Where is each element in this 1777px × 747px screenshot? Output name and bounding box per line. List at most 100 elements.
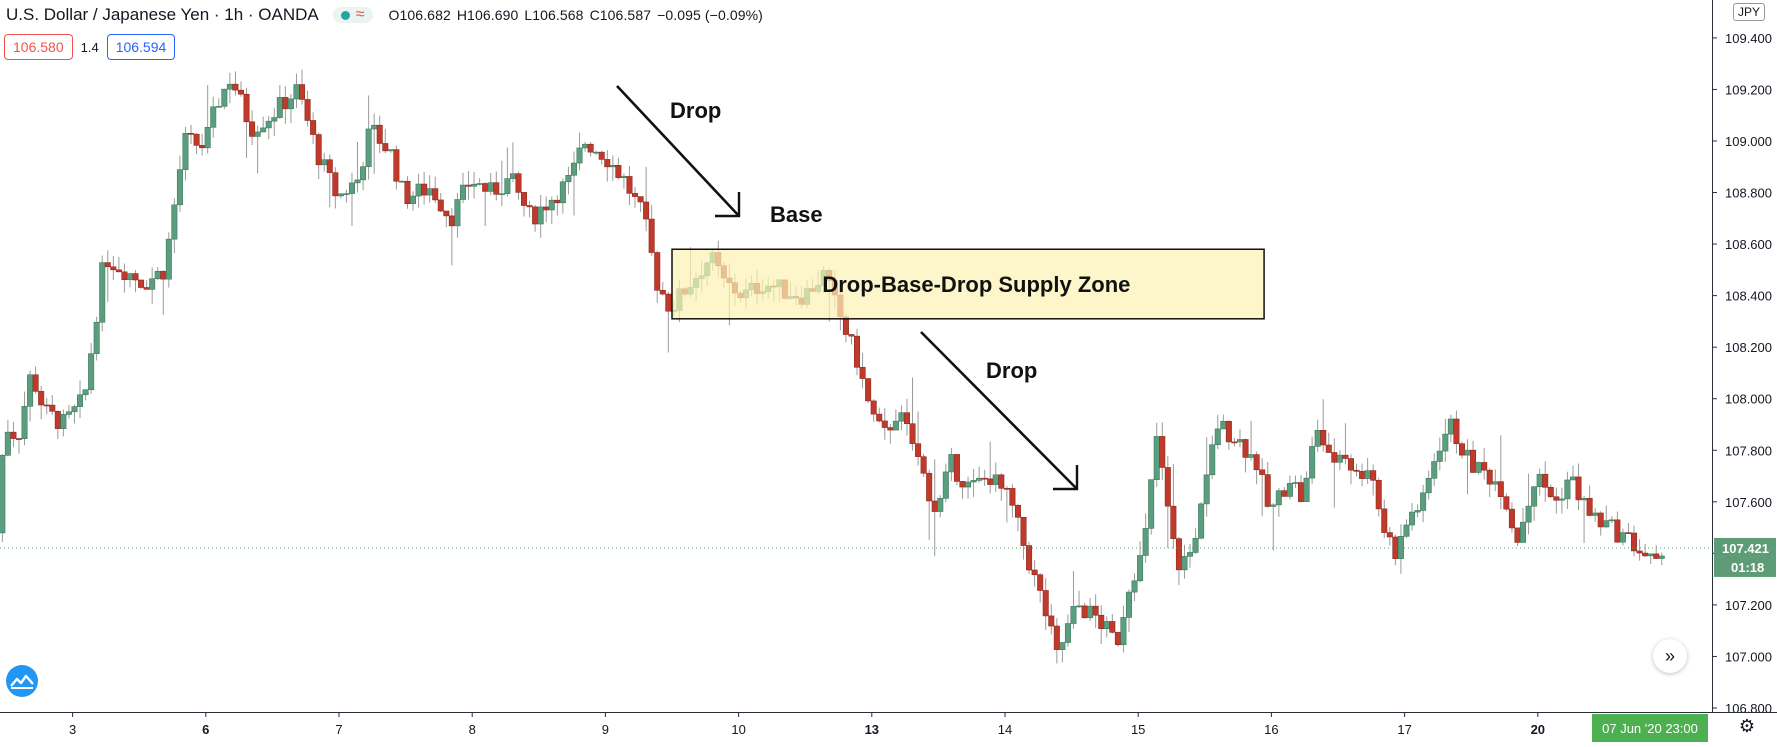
candle-down (665, 293, 672, 312)
candle-up (149, 278, 156, 290)
candle-down (1042, 590, 1049, 617)
candle-up (1569, 476, 1576, 481)
candle-down (887, 427, 894, 431)
candle-up (1203, 474, 1210, 505)
candle-up (60, 414, 67, 429)
candle-down (160, 270, 167, 280)
candle-up (942, 471, 949, 499)
candle-up (1142, 528, 1149, 556)
time-axis[interactable]: 3 6 7 8 9 10 13 14 15 16 17 20 07 Jun '20 23:00 (0, 712, 1777, 742)
candle-down (1386, 532, 1393, 538)
candle-down (648, 218, 655, 253)
candle-up (0, 454, 6, 534)
market-status-badge[interactable]: ≈ (332, 6, 373, 23)
candle-down (299, 84, 306, 100)
base-label: Base (770, 202, 823, 227)
candle-down (437, 199, 444, 212)
candle-up (1120, 617, 1127, 646)
candle-down (249, 121, 256, 137)
candle-down (1298, 482, 1305, 502)
candle-down (1359, 471, 1366, 479)
candle-down (1026, 545, 1033, 571)
candle-up (1137, 555, 1144, 582)
candle-up (487, 182, 494, 192)
candle-up (1619, 532, 1626, 543)
time-tick-label: 8 (469, 722, 476, 737)
candle-down (515, 173, 522, 193)
candle-up (992, 474, 999, 485)
candle-down (1259, 469, 1266, 475)
candle-up (171, 204, 178, 240)
drop-label-1: Drop (670, 98, 721, 123)
currency-label[interactable]: JPY (1732, 3, 1765, 21)
candle-up (27, 374, 34, 407)
candle-up (215, 106, 222, 108)
candle-down (1503, 496, 1510, 510)
candle-down (1175, 538, 1182, 571)
drop-arrow-1-head (715, 192, 741, 218)
candle-down (376, 124, 383, 144)
candle-up (1309, 446, 1316, 479)
symbol-title[interactable]: U.S. Dollar / Japanese Yen · 1h · OANDA (6, 5, 319, 24)
candle-up (1270, 504, 1277, 507)
candle-down (959, 481, 966, 488)
candle-down (382, 143, 389, 152)
candle-up (4, 431, 11, 456)
candle-down (1514, 527, 1521, 543)
candle-up (1209, 444, 1216, 476)
candle-up (1364, 470, 1371, 479)
candle-up (1608, 519, 1615, 522)
candle-up (1403, 524, 1410, 537)
candle-down (493, 182, 500, 195)
wave-icon: ≈ (355, 6, 365, 23)
candle-down (554, 199, 561, 204)
logo-icon (10, 674, 34, 689)
candle-down (931, 500, 938, 512)
candle-up (1603, 520, 1610, 528)
candle-up (1236, 439, 1243, 443)
drop-arrow-2 (920, 331, 1078, 490)
candle-up (892, 420, 899, 431)
candle-down (659, 289, 666, 295)
candle-up (965, 481, 972, 488)
candle-down (393, 149, 400, 182)
candle-down (1092, 605, 1099, 616)
spread-value: 1.4 (80, 39, 99, 55)
candle-down (532, 206, 539, 225)
scroll-to-realtime-button[interactable]: » (1653, 639, 1687, 673)
candle-up (221, 88, 228, 107)
candle-down (138, 279, 145, 288)
last-price-badge (1714, 537, 1776, 558)
candle-up (970, 480, 977, 483)
candle-down (1353, 469, 1360, 472)
candle-up (504, 178, 511, 195)
time-tick-label: 13 (865, 722, 879, 737)
candle-down (310, 120, 317, 135)
candle-down (1653, 553, 1660, 559)
tradingview-logo[interactable] (6, 665, 38, 697)
buy-button[interactable]: 106.594 (106, 34, 176, 60)
candle-down (881, 420, 888, 428)
candle-down (1342, 454, 1349, 459)
time-tick-label: 17 (1397, 722, 1411, 737)
candle-up (593, 151, 600, 154)
candle-up (354, 179, 361, 184)
price-tick-label: 107.000 (1725, 649, 1772, 664)
price-tick-label: 108.800 (1725, 186, 1772, 201)
candle-up (260, 127, 267, 133)
candle-up (321, 159, 328, 166)
candle-up (1314, 430, 1321, 447)
price-tick-label: 107.800 (1725, 443, 1772, 458)
candle-up (415, 183, 422, 197)
candle-up (1275, 490, 1282, 506)
candle-down (1009, 488, 1016, 506)
candle-up (498, 193, 505, 196)
price-tick-label: 108.200 (1725, 340, 1772, 355)
candle-up (1131, 580, 1138, 593)
chart-settings-button[interactable]: ⚙ (1739, 716, 1755, 737)
candle-up (410, 195, 417, 204)
sell-button[interactable]: 106.580 (4, 34, 73, 60)
price-axis[interactable]: 109.400 109.200 109.000 108.800 108.600 108.4… (0, 0, 1776, 716)
